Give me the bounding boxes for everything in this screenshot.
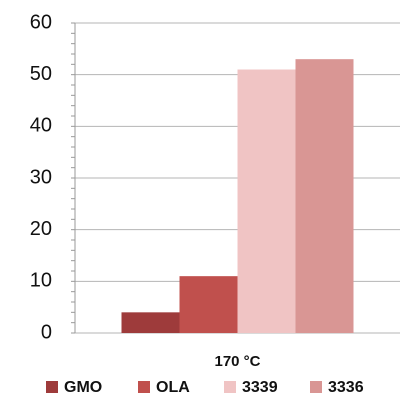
legend-swatch bbox=[138, 381, 150, 393]
legend-label: 3339 bbox=[242, 379, 278, 396]
bar bbox=[179, 276, 238, 333]
y-tick-label: 30 bbox=[30, 166, 52, 188]
bar bbox=[237, 69, 296, 333]
legend-swatch bbox=[310, 381, 322, 393]
y-tick-label: 0 bbox=[41, 321, 52, 343]
y-tick-label: 20 bbox=[30, 218, 52, 240]
bar bbox=[121, 312, 180, 333]
x-tick-label: 170 °C bbox=[214, 353, 260, 370]
legend-swatch bbox=[46, 381, 58, 393]
y-tick-label: 10 bbox=[30, 270, 52, 292]
legend-label: 3336 bbox=[328, 379, 364, 396]
y-tick-label: 50 bbox=[30, 63, 52, 85]
y-tick-label: 60 bbox=[30, 11, 52, 33]
legend-swatch bbox=[224, 381, 236, 393]
y-tick-label: 40 bbox=[30, 115, 52, 137]
legend-label: OLA bbox=[156, 379, 190, 396]
legend-label: GMO bbox=[64, 379, 102, 396]
bar bbox=[295, 59, 354, 334]
